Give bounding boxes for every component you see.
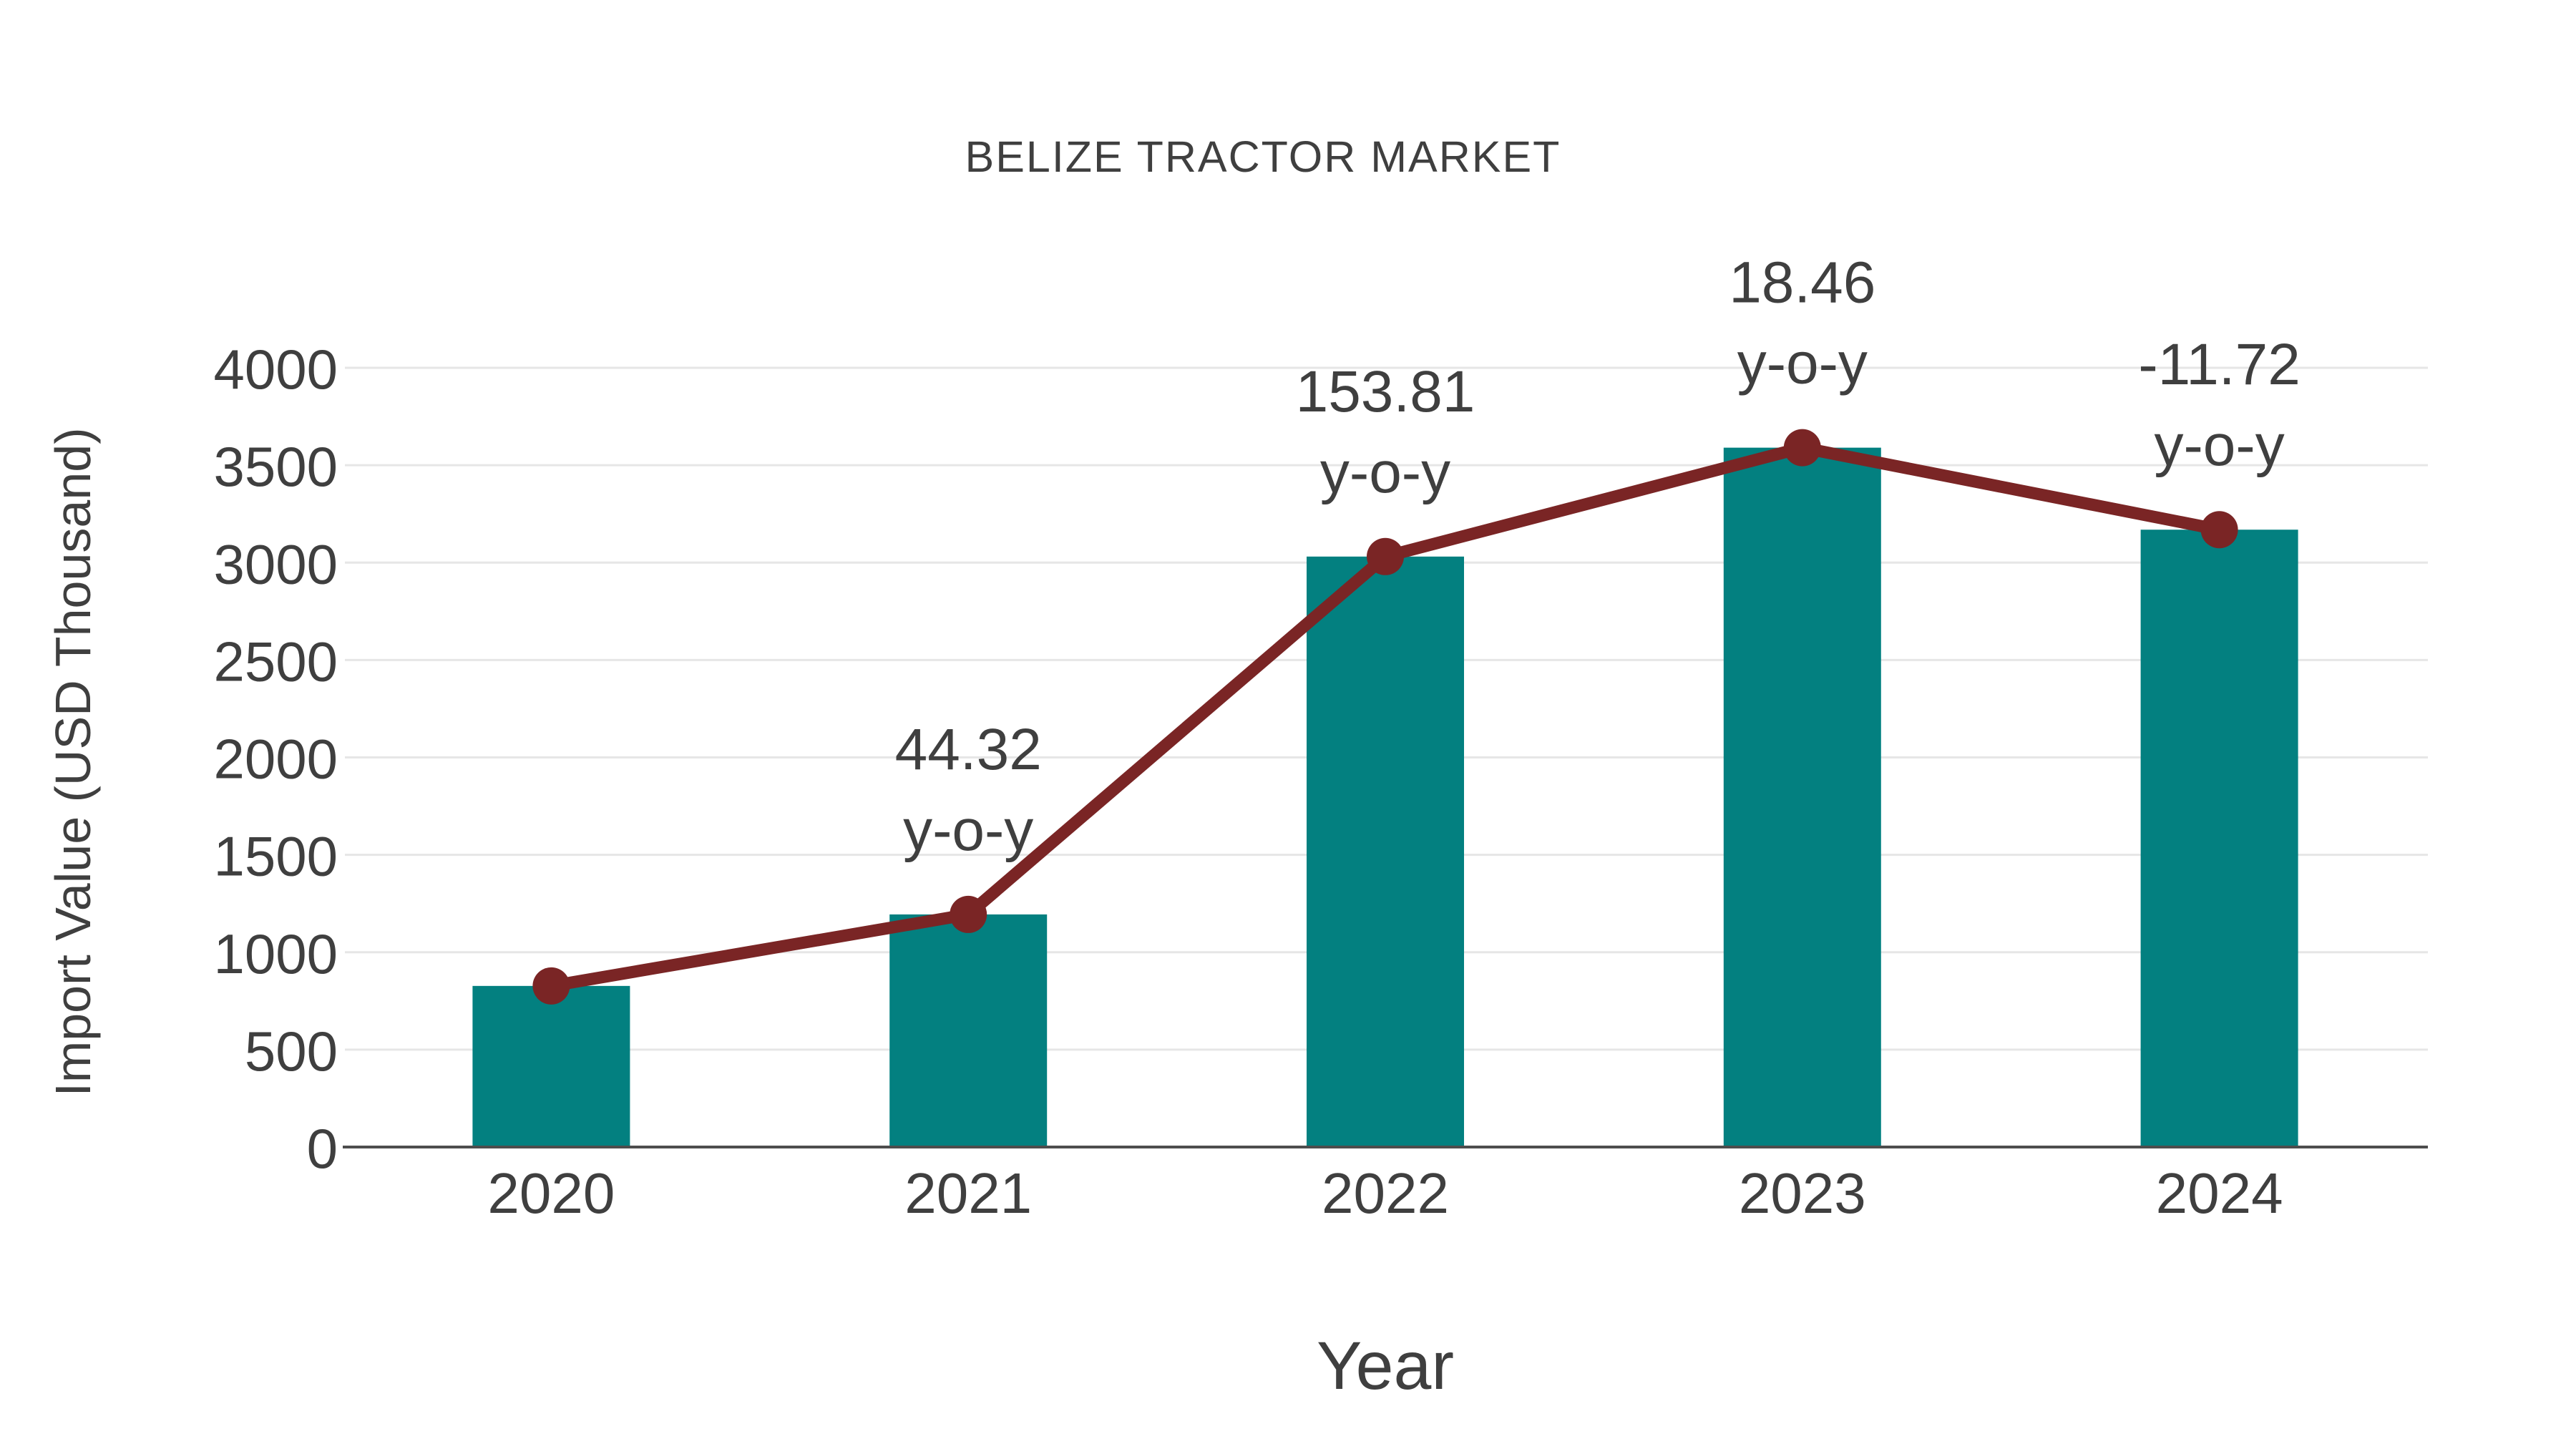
bar-2021	[889, 914, 1048, 1147]
x-tick-label-2020: 2020	[487, 1161, 615, 1225]
y-tick-label-2000: 2000	[213, 728, 338, 791]
data-point-2022	[1367, 537, 1404, 575]
bar-2023	[1723, 447, 1881, 1147]
data-point-2020	[532, 967, 570, 1005]
bar-2024	[2140, 530, 2298, 1147]
y-tick-label-3500: 3500	[213, 435, 338, 498]
line-series	[532, 429, 2238, 1005]
x-tick-label-2022: 2022	[1322, 1161, 1449, 1225]
yoy-annotations: 44.32 y-o-y 153.81 y-o-y 18.46 y-o-y -11.72 y-o…	[895, 250, 2301, 863]
yoy-value-2023: 18.46	[1729, 250, 1875, 316]
yoy-value-2021: 44.32	[895, 717, 1042, 782]
x-axis-title: Year	[1317, 1328, 1454, 1404]
x-tick-label-2021: 2021	[904, 1161, 1032, 1225]
y-tick-label-4000: 4000	[213, 338, 338, 401]
x-axis-tick-labels: 2020 2021 2022 2023 2024	[487, 1161, 2283, 1225]
y-axis-title: Import Value (USD Thousand)	[45, 427, 101, 1096]
x-tick-label-2024: 2024	[2156, 1161, 2283, 1225]
y-tick-label-1000: 1000	[213, 922, 338, 985]
bar-2022	[1307, 556, 1464, 1147]
yoy-suffix-2023: y-o-y	[1737, 331, 1868, 396]
y-tick-label-0: 0	[307, 1117, 338, 1180]
bar-series	[472, 447, 2298, 1147]
yoy-value-2024: -11.72	[2138, 332, 2300, 397]
x-tick-label-2023: 2023	[1739, 1161, 1866, 1225]
yoy-suffix-2022: y-o-y	[1320, 440, 1450, 505]
y-tick-label-2500: 2500	[213, 630, 338, 693]
yoy-suffix-2021: y-o-y	[903, 798, 1033, 863]
yoy-suffix-2024: y-o-y	[2154, 413, 2284, 478]
y-tick-label-500: 500	[245, 1020, 338, 1083]
data-point-2023	[1783, 429, 1821, 467]
chart-title: BELIZE TRACTOR MARKET	[965, 132, 1561, 181]
y-tick-label-3000: 3000	[213, 532, 338, 595]
y-tick-label-1500: 1500	[213, 825, 338, 888]
data-point-2024	[2200, 511, 2238, 549]
y-axis-tick-labels: 0 500 1000 1500 2000 2500 3000 3500 4000	[213, 338, 338, 1180]
yoy-value-2022: 153.81	[1296, 359, 1475, 424]
bar-2020	[472, 985, 630, 1147]
data-point-2021	[950, 895, 987, 933]
